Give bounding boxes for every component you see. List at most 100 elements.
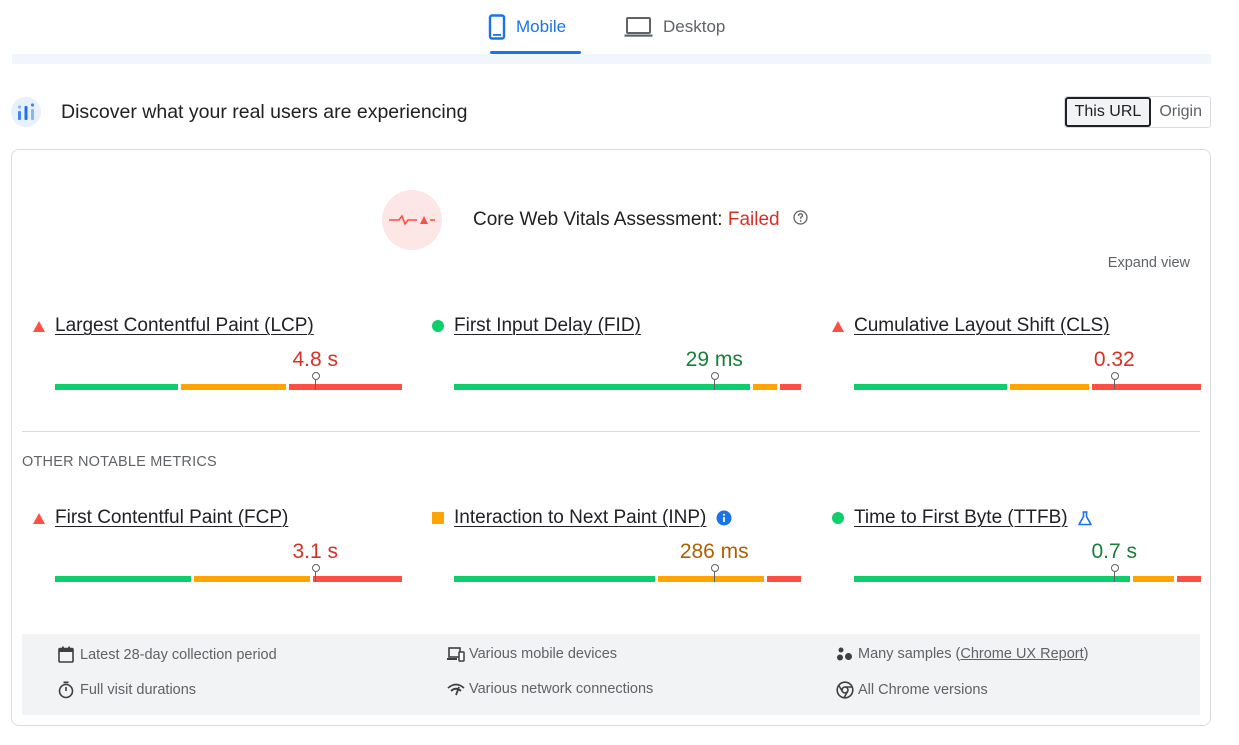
url-origin-toggle: This URL Origin bbox=[1063, 96, 1211, 128]
data-info-footer: Latest 28-day collection period Various … bbox=[22, 634, 1200, 715]
bar-segment-good bbox=[454, 576, 656, 582]
footer-item-text: Full visit durations bbox=[80, 682, 197, 698]
experimental-flask-icon[interactable] bbox=[1077, 510, 1092, 526]
metric-name-link[interactable]: Time to First Byte (TTFB) bbox=[854, 507, 1068, 528]
crux-header: Discover what your real users are experi… bbox=[10, 95, 1211, 129]
p75-marker-pin bbox=[312, 372, 321, 390]
bar-segment-good bbox=[55, 576, 192, 582]
metric-name-link[interactable]: Cumulative Layout Shift (CLS) bbox=[854, 315, 1110, 336]
metric-cls: Cumulative Layout Shift (CLS) 0.32 bbox=[832, 315, 1201, 405]
footer-visit-durations: Full visit durations bbox=[58, 681, 196, 699]
p75-marker-pin bbox=[1111, 564, 1120, 582]
footer-chrome-versions: All Chrome versions bbox=[836, 681, 988, 699]
crux-logo-icon bbox=[10, 96, 42, 128]
mobile-phone-icon bbox=[488, 14, 506, 40]
p75-marker-pin bbox=[711, 564, 720, 582]
metric-header: Interaction to Next Paint (INP) bbox=[432, 507, 732, 529]
metric-value: 3.1 s bbox=[292, 540, 339, 563]
this-url-button[interactable]: This URL bbox=[1064, 97, 1152, 127]
metric-value: 286 ms bbox=[679, 540, 749, 563]
bar-segment-poor bbox=[313, 576, 402, 582]
timer-icon bbox=[58, 681, 80, 699]
footer-item-suffix: ) bbox=[1083, 646, 1089, 662]
metric-name-link[interactable]: First Input Delay (FID) bbox=[454, 315, 641, 336]
metric-fcp: First Contentful Paint (FCP) 3.1 s bbox=[33, 507, 402, 597]
crux-title: Discover what your real users are experi… bbox=[61, 101, 468, 123]
bar-segment-good bbox=[55, 384, 178, 390]
tab-desktop-label: Desktop bbox=[663, 17, 726, 36]
samples-icon bbox=[836, 646, 858, 662]
distribution-bar bbox=[55, 564, 402, 582]
metric-value: 0.7 s bbox=[1091, 540, 1138, 563]
distribution-bar bbox=[854, 564, 1201, 582]
distribution-bar bbox=[454, 372, 801, 390]
bar-segment-poor bbox=[780, 384, 801, 390]
origin-button[interactable]: Origin bbox=[1151, 97, 1210, 127]
p75-marker-pin bbox=[1111, 372, 1120, 390]
info-icon[interactable] bbox=[716, 510, 732, 526]
tab-mobile[interactable]: Mobile bbox=[488, 0, 582, 54]
tab-desktop[interactable]: Desktop bbox=[624, 0, 739, 54]
metric-name-link[interactable]: Largest Contentful Paint (LCP) bbox=[55, 315, 314, 336]
footer-item-text: All Chrome versions bbox=[858, 682, 988, 698]
laptop-icon bbox=[624, 16, 653, 38]
good-circle-icon bbox=[832, 512, 854, 524]
footer-item-text: Various network connections bbox=[469, 681, 654, 697]
assessment-status: Failed bbox=[727, 209, 780, 231]
bar-segment-needs-improvement bbox=[752, 384, 778, 390]
metric-value: 29 ms bbox=[685, 348, 743, 371]
metric-inp: Interaction to Next Paint (INP) 286 ms bbox=[432, 507, 801, 597]
p75-marker-pin bbox=[312, 564, 321, 582]
help-circle-icon[interactable] bbox=[793, 209, 808, 231]
bar-segment-poor bbox=[1091, 384, 1201, 390]
metric-header: First Contentful Paint (FCP) bbox=[33, 507, 288, 529]
footer-devices: Various mobile devices bbox=[447, 646, 617, 662]
bar-segment-needs-improvement bbox=[194, 576, 311, 582]
bar-segment-poor bbox=[766, 576, 801, 582]
bar-segment-needs-improvement bbox=[1132, 576, 1174, 582]
metric-header: Time to First Byte (TTFB) bbox=[832, 507, 1092, 529]
cwv-assessment: Core Web Vitals Assessment: Failed bbox=[382, 190, 842, 250]
failed-heartbeat-icon bbox=[382, 190, 442, 250]
footer-samples: Many samples (Chrome UX Report) bbox=[836, 646, 1088, 662]
bar-segment-needs-improvement bbox=[658, 576, 764, 582]
device-tabs: Mobile Desktop bbox=[0, 0, 1239, 64]
metric-header: Largest Contentful Paint (LCP) bbox=[33, 315, 314, 337]
footer-item-text: Many samples ( bbox=[858, 646, 961, 662]
good-circle-icon bbox=[432, 320, 454, 332]
footer-item-text: Various mobile devices bbox=[469, 646, 618, 662]
metric-value: 0.32 bbox=[1093, 348, 1135, 371]
footer-collection-period: Latest 28-day collection period bbox=[58, 646, 277, 663]
distribution-bar bbox=[854, 372, 1201, 390]
other-metrics-label: OTHER NOTABLE METRICS bbox=[22, 454, 217, 470]
tabs-strip bbox=[12, 54, 1211, 64]
footer-network: Various network connections bbox=[447, 681, 653, 697]
metric-value: 4.8 s bbox=[292, 348, 339, 371]
metric-header: Cumulative Layout Shift (CLS) bbox=[832, 315, 1110, 337]
metric-ttfb: Time to First Byte (TTFB) 0.7 s bbox=[832, 507, 1201, 597]
metric-fid: First Input Delay (FID) 29 ms bbox=[432, 315, 801, 405]
assessment-text: Core Web Vitals Assessment: Failed bbox=[473, 209, 808, 231]
chrome-ux-report-link[interactable]: Chrome UX Report bbox=[960, 646, 1084, 662]
bar-segment-good bbox=[454, 384, 750, 390]
section-divider bbox=[22, 431, 1200, 432]
devices-icon bbox=[447, 646, 469, 662]
poor-triangle-icon bbox=[33, 320, 55, 332]
field-data-card: Core Web Vitals Assessment: Failed Expan… bbox=[11, 149, 1211, 726]
needs-improvement-square-icon bbox=[432, 512, 454, 524]
bar-segment-needs-improvement bbox=[180, 384, 287, 390]
poor-triangle-icon bbox=[832, 320, 854, 332]
expand-view-link[interactable]: Expand view bbox=[1107, 255, 1190, 271]
metric-lcp: Largest Contentful Paint (LCP) 4.8 s bbox=[33, 315, 402, 405]
bar-segment-poor bbox=[289, 384, 402, 390]
chrome-icon bbox=[836, 681, 858, 699]
network-icon bbox=[447, 682, 469, 696]
metric-name-link[interactable]: Interaction to Next Paint (INP) bbox=[454, 507, 707, 528]
bar-segment-needs-improvement bbox=[1010, 384, 1089, 390]
tab-mobile-label: Mobile bbox=[516, 17, 567, 36]
metric-name-link[interactable]: First Contentful Paint (FCP) bbox=[55, 507, 289, 528]
metric-header: First Input Delay (FID) bbox=[432, 315, 641, 337]
distribution-bar bbox=[55, 372, 402, 390]
assessment-label: Core Web Vitals Assessment: bbox=[473, 209, 723, 231]
bar-segment-good bbox=[854, 384, 1008, 390]
